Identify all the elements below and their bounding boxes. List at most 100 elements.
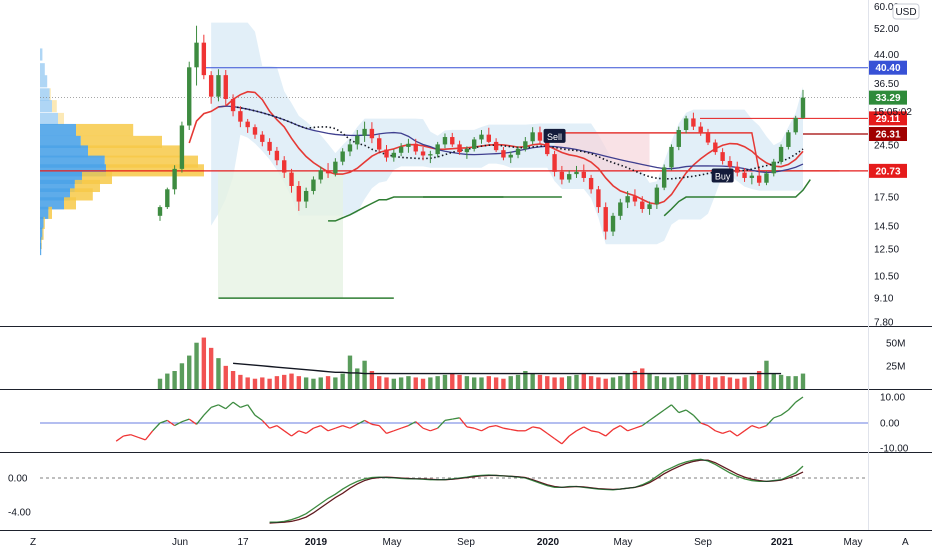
volume-bar [303, 377, 309, 389]
candle [618, 198, 623, 220]
candle [362, 121, 367, 142]
osc1-segment [313, 424, 321, 429]
osc1-segment [700, 422, 709, 427]
signal-buy[interactable]: Buy [711, 168, 734, 183]
osc1-segment [773, 414, 782, 419]
osc1-segment [780, 409, 789, 416]
candle [574, 165, 579, 178]
osc1-segment [765, 417, 775, 427]
volume-bar [720, 376, 725, 389]
volume-bar [727, 377, 733, 389]
volume-bar [603, 378, 608, 389]
candle [355, 130, 360, 150]
candle [493, 138, 499, 153]
osc2-slow-line [269, 459, 804, 524]
volume-bar [756, 371, 762, 389]
signal-label: Buy [715, 172, 731, 182]
volume-bar [574, 374, 579, 389]
volume-bar [472, 377, 477, 389]
osc1-tick: 10.00 [880, 393, 905, 404]
auto-scale-button[interactable]: A [902, 537, 909, 548]
trailing-stops [218, 132, 840, 299]
osc1-segment [532, 426, 541, 429]
volume-bar [479, 377, 484, 389]
timezone-button[interactable]: Z [30, 537, 36, 548]
osc1-segment [525, 426, 533, 432]
osc1-segment [261, 419, 271, 429]
candle [676, 126, 681, 151]
signal-markers: Sell Buy [543, 128, 734, 183]
volume-bar [340, 373, 345, 389]
volume-bar [245, 377, 250, 389]
support-zone [218, 171, 343, 299]
resistance-trail [554, 132, 840, 172]
signal-label: Sell [547, 132, 562, 142]
oscillator1-pane[interactable] [40, 396, 868, 445]
osc1-segment [685, 409, 694, 416]
osc1-segment [196, 414, 205, 425]
volume-pane[interactable] [157, 337, 806, 389]
volume-bar [742, 377, 747, 389]
osc1-segment [671, 404, 680, 414]
vp-buy-bar [40, 206, 49, 219]
osc1-segment [707, 425, 716, 432]
osc1-segment [364, 419, 373, 425]
candle [230, 94, 236, 117]
candle [260, 131, 265, 147]
candle [252, 124, 258, 139]
resistance-zone [554, 132, 650, 172]
osc1-segment [787, 401, 797, 411]
candle [303, 187, 309, 209]
volume-bar [267, 378, 272, 389]
volume-bar [793, 376, 798, 389]
volume-bar [588, 376, 594, 389]
vp-sell-bar [41, 236, 42, 250]
volume-bar [318, 377, 323, 389]
signal-sell[interactable]: Sell [543, 128, 566, 143]
time-axis[interactable]: Jun 17 2019 May Sep 2020 May Sep 2021 May [172, 537, 863, 548]
candle [530, 127, 535, 145]
osc1-segment [415, 421, 424, 429]
price-pane[interactable]: Sell Buy [40, 22, 868, 299]
volume-bar [420, 378, 426, 389]
candle [654, 184, 660, 209]
osc1-segment [539, 427, 548, 434]
price-channel-band [211, 22, 804, 299]
price-tag: 26.31 [869, 127, 907, 142]
volume-bar [391, 378, 397, 389]
candle [559, 165, 565, 185]
currency-button[interactable]: USD [892, 3, 920, 20]
candle [398, 143, 404, 157]
volume-bar [523, 371, 528, 389]
candle [245, 118, 250, 133]
candle [501, 146, 506, 161]
candle [377, 134, 382, 154]
price-tag: 33.29 [869, 90, 907, 105]
volume-bar [654, 376, 660, 389]
candle [581, 164, 586, 182]
countdown-label: 15:05:02 [873, 107, 912, 118]
volume-bar [786, 376, 791, 389]
price-tick: 44.00 [874, 50, 899, 61]
svg-text:33.29: 33.29 [875, 93, 900, 104]
pane-dividers [0, 0, 932, 531]
oscillator2-pane[interactable] [40, 458, 868, 524]
time-tick: Sep [694, 537, 712, 548]
osc1-segment [371, 423, 380, 427]
osc1-segment [291, 430, 300, 437]
osc1-segment [188, 418, 197, 425]
volume-bar [435, 376, 440, 389]
osc1-segment [240, 404, 248, 409]
price-tick: 9.10 [874, 294, 894, 305]
osc1-segment [283, 430, 292, 437]
price-tick: 14.50 [874, 222, 899, 233]
volume-bar [610, 377, 616, 389]
price-tick: 36.50 [874, 79, 899, 90]
volume-bar [559, 377, 565, 389]
osc1-segment [619, 425, 629, 432]
osc1-segment [546, 432, 555, 440]
candle [296, 181, 302, 211]
candle [282, 156, 287, 178]
volume-bar [705, 376, 711, 389]
candle [764, 171, 769, 186]
